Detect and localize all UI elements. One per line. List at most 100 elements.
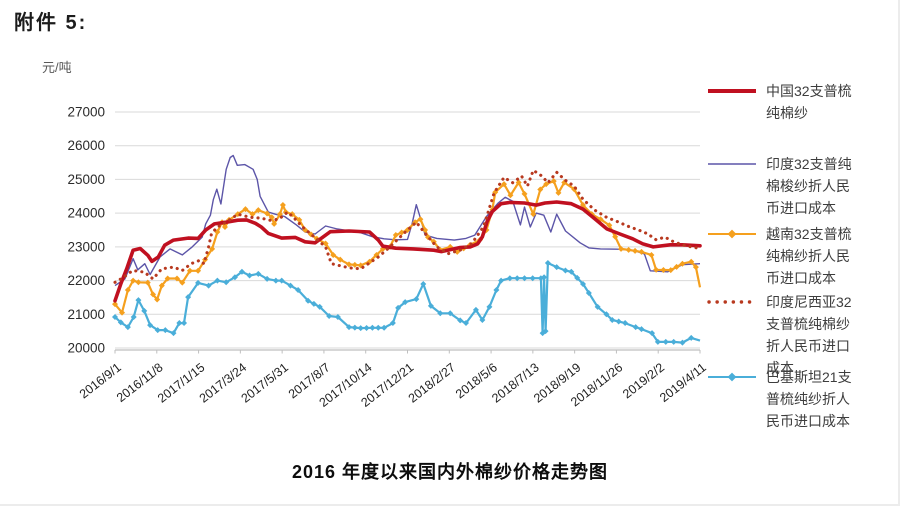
y-tick-label: 23000 [67,239,105,254]
series-marker [506,275,513,282]
series-marker [389,320,396,327]
series-marker [625,246,632,253]
series-marker [164,275,171,282]
series-marker [369,324,376,331]
series-marker [537,186,544,193]
legend-line-sample [708,89,756,93]
series-marker [457,317,464,324]
y-tick-label: 25000 [67,172,105,187]
series-marker [346,261,352,268]
series-marker [119,309,126,316]
chart-legend: 中国32支普梳 纯棉纱 印度32支普纯 棉梭纱折人民 币进口成本 越南32支普梳 纯棉纱折人… [706,0,898,460]
series-marker [144,279,151,286]
series-marker [514,275,521,282]
series-marker [246,272,253,279]
series-marker [375,324,382,331]
series-marker [223,279,230,286]
series-marker [209,245,216,252]
legend-label-china: 中国32支普梳 纯棉纱 [766,80,852,124]
y-tick-label: 22000 [67,273,105,288]
series-marker [112,313,118,320]
series-marker [670,338,677,345]
series-marker [117,319,124,326]
series-marker [305,297,312,304]
series-marker [603,311,610,318]
legend-swatch-india [706,153,758,175]
series-marker [124,324,131,331]
y-tick-label: 21000 [67,307,105,322]
series-line-indonesia [113,168,702,284]
attachment-label: 附件 5: [14,12,88,34]
series-marker [205,282,212,289]
series-marker [638,326,645,333]
series-marker [214,277,221,284]
legend-label-india: 印度32支普纯 棉梭纱折人民 币进口成本 [766,153,852,219]
chart-title: 2016 年度以来国内外棉纱价格走势图 [291,462,609,482]
series-marker [638,248,645,255]
series-marker [648,251,655,258]
series-marker [555,189,562,196]
series-marker [271,220,278,227]
series-marker [479,317,486,324]
series-marker [287,282,294,289]
series-marker [351,261,358,268]
series-marker [420,280,427,287]
series-marker [615,318,622,325]
y-axis-unit-label: 元/吨 [42,60,72,75]
series-marker [278,277,285,284]
legend-line-sample [708,229,756,239]
series-marker [170,330,177,337]
legend-label-line: 支普梳纯棉纱 [766,316,850,332]
series-marker [417,216,424,223]
legend-label-line: 纯棉纱 [766,105,808,121]
y-tick-label: 27000 [67,105,105,120]
series-marker [337,256,344,263]
series-marker [521,275,528,282]
series-marker [447,310,454,317]
legend-label-line: 成本 [766,360,794,376]
legend-label-pakistan: 巴基斯坦21支 普梳纯纱折人 民币进口成本 [766,366,852,432]
series-marker [654,338,661,345]
legend-line-sample [708,163,756,165]
series-marker [162,327,169,334]
series-marker [463,320,469,327]
legend-label-line: 币进口成本 [766,200,836,216]
series-marker [130,313,137,320]
series-marker [392,232,399,239]
series-marker [550,178,557,185]
series-marker [562,267,569,274]
series-marker [255,207,262,214]
series-marker [543,181,550,188]
x-tick-label: 2017/5/31 [239,360,291,405]
series-marker [486,303,493,310]
legend-label-line: 巴基斯坦21支 [766,369,852,385]
series-marker [176,320,183,327]
series-marker [692,264,699,271]
y-tick-label: 24000 [67,206,105,221]
series-marker [679,260,686,267]
series-marker [124,287,131,294]
series-marker [498,277,505,284]
x-tick-label: 2018/2/27 [406,360,458,405]
series-line-china [113,200,702,303]
series-marker [422,227,429,233]
series-marker [609,317,616,324]
series-marker [295,287,302,294]
series-marker [472,306,479,313]
legend-swatch-indonesia [706,291,758,313]
legend-label-line: 印度32支普纯 [766,156,852,172]
series-marker [530,211,537,218]
series-marker [427,302,434,309]
legend-label-line: 币进口成本 [766,270,836,286]
series-marker [135,297,142,304]
series-marker [660,266,667,273]
series-marker [264,275,271,282]
series-marker [316,303,323,310]
legend-item-indonesia: 印度尼西亚32 支普梳纯棉纱 折人民币进口 成本 [706,291,852,379]
series-marker [501,181,508,188]
legend-swatch-vietnam [706,223,758,245]
series-marker [653,266,660,273]
series-marker [174,275,181,282]
legend-line-sample [707,300,758,304]
